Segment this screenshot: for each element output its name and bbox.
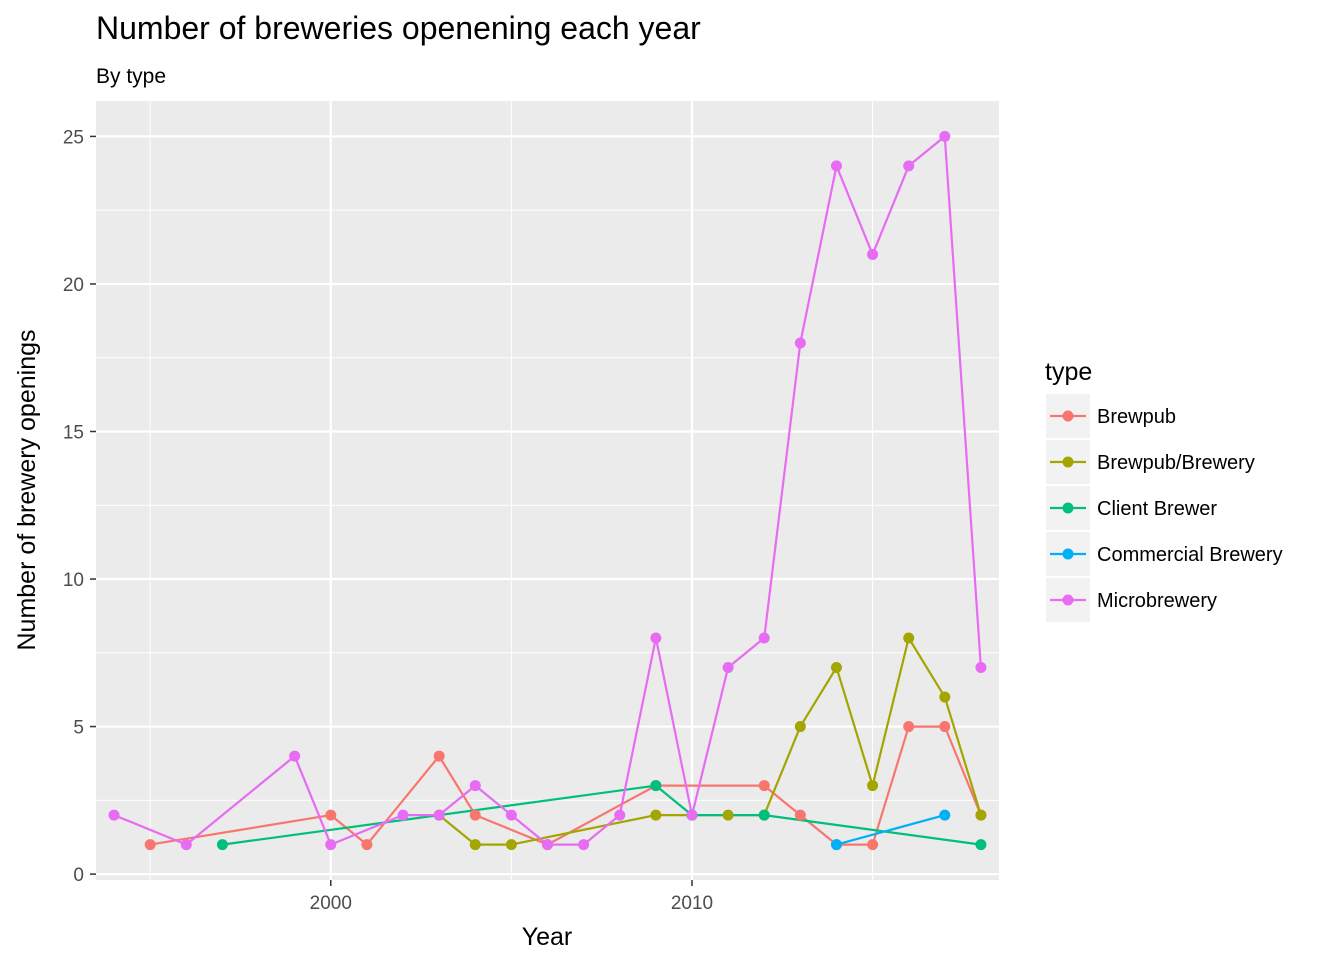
chart-title: Number of breweries openening each year bbox=[96, 10, 701, 46]
data-point-brewpub bbox=[469, 809, 481, 821]
data-point-microbrewery bbox=[975, 662, 987, 674]
data-point-microbrewery bbox=[325, 839, 337, 851]
data-point-brewpub-brewery bbox=[794, 721, 806, 733]
y-tick-label: 20 bbox=[63, 275, 84, 296]
data-point-microbrewery bbox=[758, 632, 770, 644]
chart-subtitle: By type bbox=[96, 65, 166, 88]
legend: type Brewpub Brewpub/Brewery Client Brewer… bbox=[1045, 358, 1283, 622]
data-point-microbrewery bbox=[108, 809, 120, 821]
data-point-microbrewery bbox=[939, 130, 951, 142]
legend-key-point bbox=[1062, 456, 1074, 468]
data-point-microbrewery bbox=[650, 632, 662, 644]
y-tick-label: 5 bbox=[73, 718, 84, 739]
data-point-microbrewery bbox=[397, 809, 409, 821]
legend-label: Microbrewery bbox=[1097, 590, 1217, 612]
data-point-brewpub bbox=[794, 809, 806, 821]
data-point-microbrewery bbox=[578, 839, 590, 851]
legend-item-microbrewery: Microbrewery bbox=[1046, 578, 1217, 622]
data-point-microbrewery bbox=[289, 750, 301, 762]
data-point-microbrewery bbox=[614, 809, 626, 821]
data-point-brewpub bbox=[903, 721, 915, 733]
data-point-brewpub-brewery bbox=[469, 839, 481, 851]
legend-item-brewpub: Brewpub bbox=[1046, 394, 1176, 438]
y-axis-title: Number of brewery openings bbox=[13, 330, 41, 651]
data-point-microbrewery bbox=[830, 160, 842, 172]
data-point-brewpub-brewery bbox=[650, 809, 662, 821]
legend-item-brewpub-brewery: Brewpub/Brewery bbox=[1046, 440, 1255, 484]
legend-label: Commercial Brewery bbox=[1097, 544, 1283, 566]
axes: 2000 2010 0 5 10 15 20 25 bbox=[63, 127, 713, 914]
y-tick-label: 25 bbox=[63, 127, 84, 148]
data-point-brewpub-brewery bbox=[830, 662, 842, 674]
data-point-brewpub bbox=[758, 780, 770, 792]
legend-key-point bbox=[1062, 548, 1074, 560]
data-point-brewpub-brewery bbox=[722, 809, 734, 821]
data-point-client-brewer bbox=[650, 780, 662, 792]
data-point-microbrewery bbox=[903, 160, 915, 172]
legend-key-point bbox=[1062, 410, 1074, 422]
legend-item-commercial-brewery: Commercial Brewery bbox=[1046, 532, 1283, 576]
y-tick-label: 15 bbox=[63, 422, 84, 443]
legend-title: type bbox=[1045, 358, 1092, 386]
grid-lines bbox=[96, 101, 999, 880]
data-point-client-brewer bbox=[758, 809, 770, 821]
data-point-microbrewery bbox=[722, 662, 734, 674]
data-point-brewpub-brewery bbox=[939, 691, 951, 703]
data-point-commercial-brewery bbox=[830, 839, 842, 851]
legend-label: Brewpub/Brewery bbox=[1097, 452, 1255, 474]
data-point-client-brewer bbox=[216, 839, 228, 851]
legend-key-point bbox=[1062, 502, 1074, 514]
data-point-microbrewery bbox=[433, 809, 445, 821]
y-tick-label: 10 bbox=[63, 570, 84, 591]
data-point-microbrewery bbox=[867, 248, 879, 260]
legend-label: Brewpub bbox=[1097, 406, 1176, 428]
data-point-microbrewery bbox=[686, 809, 698, 821]
legend-key-point bbox=[1062, 594, 1074, 606]
data-point-microbrewery bbox=[180, 839, 192, 851]
data-point-brewpub bbox=[325, 809, 337, 821]
x-tick-label: 2000 bbox=[310, 893, 352, 914]
x-axis-title: Year bbox=[522, 923, 573, 951]
data-point-client-brewer bbox=[975, 839, 987, 851]
series-line-brewpub bbox=[150, 725, 982, 846]
data-point-microbrewery bbox=[542, 839, 553, 851]
data-point-brewpub bbox=[433, 750, 445, 762]
data-point-brewpub-brewery bbox=[975, 809, 987, 821]
data-series bbox=[108, 130, 987, 851]
data-point-brewpub-brewery bbox=[903, 632, 915, 644]
data-point-brewpub bbox=[361, 839, 373, 851]
series-line-commercial-brewery bbox=[836, 814, 946, 846]
data-point-brewpub-brewery bbox=[867, 780, 879, 792]
data-point-microbrewery bbox=[469, 780, 481, 792]
plot-panel bbox=[96, 101, 999, 880]
y-tick-label: 0 bbox=[73, 865, 84, 886]
data-point-microbrewery bbox=[505, 809, 517, 821]
legend-label: Client Brewer bbox=[1097, 498, 1217, 520]
data-point-brewpub bbox=[144, 839, 156, 851]
data-point-brewpub-brewery bbox=[505, 839, 517, 851]
legend-item-client-brewer: Client Brewer bbox=[1046, 486, 1217, 530]
data-point-commercial-brewery bbox=[939, 809, 951, 821]
x-tick-label: 2010 bbox=[671, 893, 713, 914]
data-point-brewpub bbox=[867, 839, 879, 851]
data-point-microbrewery bbox=[794, 337, 806, 349]
data-point-brewpub bbox=[939, 721, 951, 733]
